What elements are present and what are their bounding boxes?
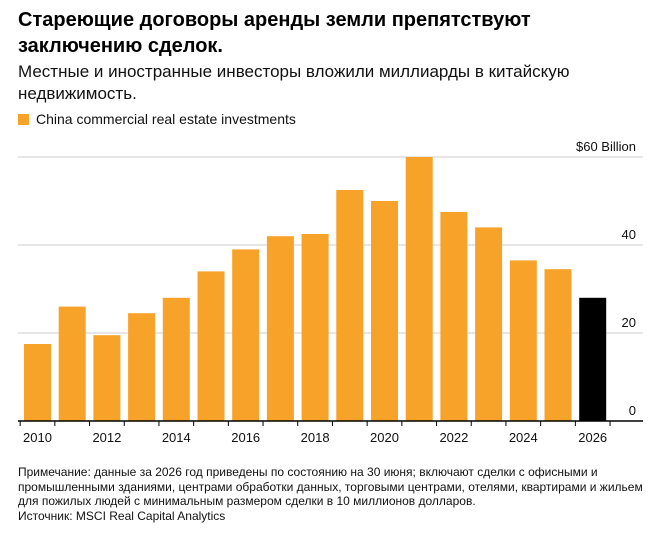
bar-2013: [128, 313, 156, 421]
legend: China commercial real estate investments: [18, 111, 296, 127]
y-tick-label: 20: [622, 315, 636, 330]
y-tick-label: 40: [622, 227, 636, 242]
chart-title: Стареющие договоры аренды земли препятст…: [18, 9, 531, 57]
bar-2012: [93, 335, 121, 421]
x-tick-label: 2022: [439, 430, 468, 445]
bar-2023: [475, 227, 503, 421]
y-axis-labels: 0 20 40 $60 Billion: [576, 139, 636, 418]
bar-2022: [440, 212, 468, 421]
bar-2024: [509, 260, 537, 421]
x-tick-label: 2020: [370, 430, 399, 445]
footer: Примечание: данные за 2026 год приведены…: [18, 465, 648, 523]
bar-2026: [579, 297, 607, 421]
x-tick-label: 2026: [578, 430, 607, 445]
bar-2015: [197, 271, 225, 421]
x-tick-label: 2014: [162, 430, 191, 445]
bar-2025: [544, 269, 572, 421]
x-tick-label: 2012: [92, 430, 121, 445]
footnote: Примечание: данные за 2026 год приведены…: [18, 465, 643, 508]
y-tick-label: 0: [629, 403, 636, 418]
bar-2018: [301, 234, 329, 421]
bar-2010: [24, 344, 51, 421]
bar-2016: [232, 249, 260, 421]
bar-2020: [371, 201, 398, 421]
x-axis: [18, 420, 643, 426]
legend-swatch: [18, 113, 29, 125]
legend-label: China commercial real estate investments: [36, 111, 296, 127]
x-tick-label: 2016: [231, 430, 260, 445]
grid-lines: [18, 156, 643, 334]
bars: [24, 157, 607, 421]
x-tick-label: 2018: [301, 430, 330, 445]
bar-2017: [266, 236, 294, 421]
y-tick-label: $60 Billion: [576, 139, 636, 154]
bar-2021: [405, 157, 433, 421]
source: Источник: MSCI Real Capital Analytics: [18, 508, 226, 523]
chart-subtitle: Местные и иностранные инвесторы вложили …: [18, 62, 570, 103]
x-axis-labels: 2010 2012 2014 2016 2018 2020 2022 2024 2026: [23, 430, 607, 445]
bar-2014: [162, 297, 190, 421]
x-tick-label: 2010: [23, 430, 52, 445]
bar-2019: [336, 190, 364, 421]
x-tick-label: 2024: [509, 430, 538, 445]
bar-2011: [58, 306, 86, 421]
